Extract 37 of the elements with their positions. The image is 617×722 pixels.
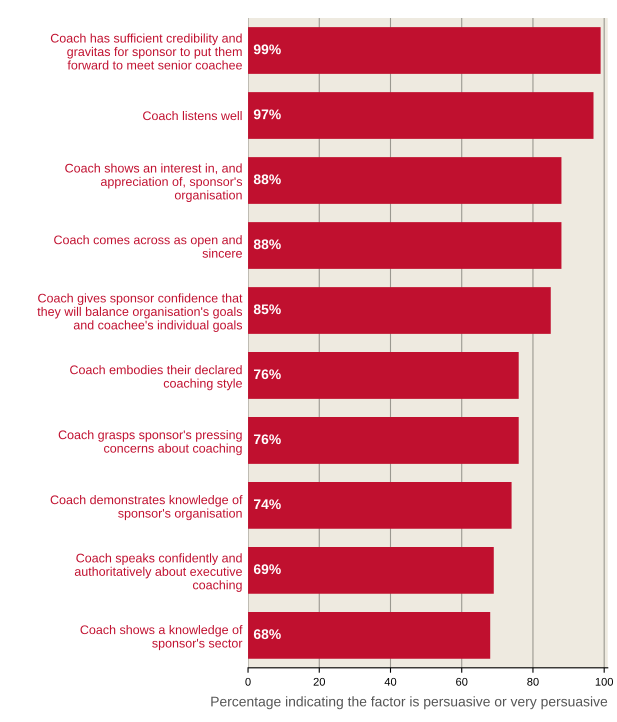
y-tick-label: Coach grasps sponsor's pressing concerns about coaching: [58, 430, 242, 456]
bar: [248, 482, 512, 529]
data-label: 69%: [254, 564, 281, 574]
x-tick-label: 80: [527, 678, 539, 686]
y-tick-label: Coach demonstrates knowledge of sponsor's organisation: [50, 495, 243, 520]
bar: [248, 222, 562, 269]
y-tick-label: Coach embodies their declared coaching style: [70, 365, 242, 390]
x-tick-label: 40: [384, 678, 396, 686]
y-tick-label: Coach shows an interest in, and appreciation of, sponsor's organisation: [65, 163, 242, 202]
bar: [248, 157, 562, 204]
y-tick-label: Coach has sufficient credibility and gravitas for sponsor to put them forward to meet senior coachee: [50, 33, 242, 70]
y-tick-label: Coach listens well: [143, 110, 242, 120]
bar: [248, 92, 594, 139]
data-label: 88%: [254, 239, 281, 250]
x-tick-label: 100: [596, 678, 614, 686]
bar: [248, 612, 490, 659]
y-tick-label: Coach comes across as open and sincere: [54, 235, 242, 258]
x-axis-title: Percentage indicating the factor is persuasive or very persuasive: [211, 696, 608, 710]
x-tick-label: 60: [456, 678, 468, 686]
data-label: 88%: [254, 174, 281, 184]
bar: [248, 546, 494, 594]
data-label: 85%: [254, 304, 281, 314]
bar: [248, 27, 601, 74]
data-label: 99%: [254, 44, 281, 54]
y-tick-label: Coach shows a knowledge of sponsor's sector: [80, 625, 243, 650]
data-label: 74%: [254, 499, 281, 510]
bar: [248, 417, 519, 464]
data-label: 97%: [254, 109, 281, 120]
y-tick-label: Coach speaks confidently and authoritatively about executive coaching: [74, 553, 242, 592]
bar: [248, 287, 551, 334]
x-tick-label: 0: [245, 678, 251, 686]
x-tick-label: 20: [314, 678, 326, 686]
y-tick-label: Coach gives sponsor confidence that they will balance organisation's goals and coachee's individual goals: [37, 293, 242, 332]
data-label: 76%: [254, 369, 281, 380]
data-label: 68%: [254, 629, 281, 640]
data-label: 76%: [254, 434, 281, 444]
bar: [248, 352, 519, 399]
